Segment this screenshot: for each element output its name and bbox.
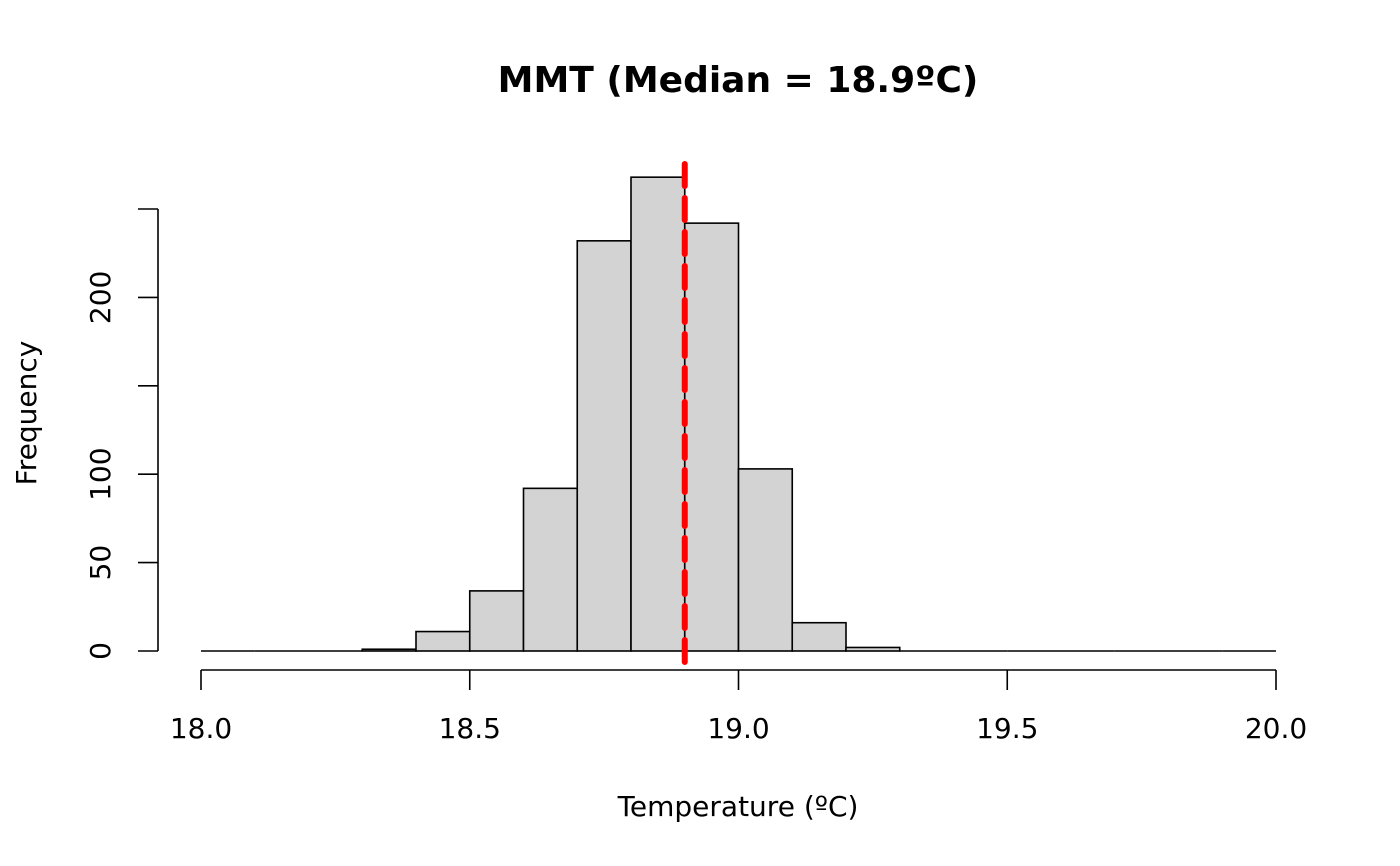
x-tick-label: 19.5 (976, 712, 1038, 745)
y-tick-label: 100 (84, 447, 117, 500)
x-axis-title: Temperature (ºC) (617, 790, 859, 823)
histogram-bar (683, 222, 740, 652)
histogram-bar (468, 590, 525, 652)
histogram-bar (791, 621, 847, 652)
y-axis: 0 50 100 200 (84, 208, 159, 660)
x-tick-label: 18.0 (170, 712, 232, 745)
y-tick-label: 50 (84, 545, 117, 581)
histogram-bar (576, 240, 632, 652)
histogram-bars (201, 176, 1276, 652)
histogram-bar (361, 648, 417, 652)
histogram-bar (415, 630, 471, 652)
chart-title: MMT (Median = 18.9ºC) (498, 60, 979, 101)
x-tick-label: 19.0 (707, 712, 769, 745)
histogram-bar (737, 468, 794, 652)
y-axis-title: Frequency (10, 341, 43, 486)
histogram-bar (630, 176, 686, 652)
y-tick-label: 0 (84, 642, 117, 660)
x-tick-label: 18.5 (439, 712, 501, 745)
histogram-bar (522, 487, 579, 652)
histogram-bar (845, 646, 901, 652)
y-tick-label: 200 (84, 271, 117, 324)
x-axis: 18.0 18.5 19.0 19.5 20.0 (170, 669, 1307, 745)
x-tick-label: 20.0 (1245, 712, 1307, 745)
